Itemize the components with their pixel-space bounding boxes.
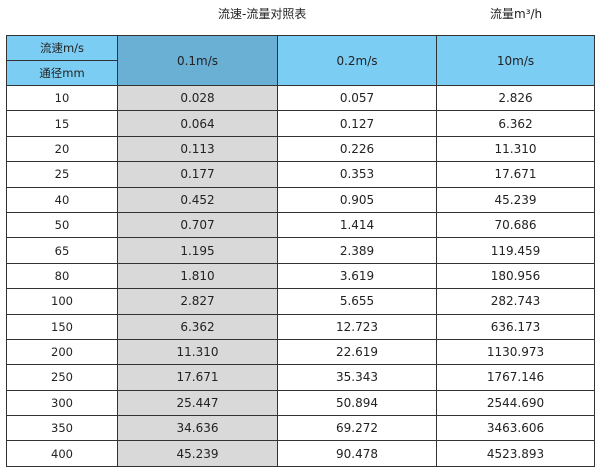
table-row: 65 1.195 2.389 119.459 — [6, 237, 595, 264]
table-row: 10 0.028 0.057 2.826 — [6, 84, 595, 112]
table-row: 20 0.113 0.226 11.310 — [6, 135, 595, 163]
flow-value-cell: 6.362 — [117, 313, 278, 340]
flow-value-cell: 25.447 — [117, 389, 278, 417]
flow-value-cell: 22.619 — [277, 338, 437, 366]
diameter-cell: 300 — [6, 389, 118, 417]
table-row: 50 0.707 1.414 70.686 — [6, 211, 595, 239]
diameter-cell: 15 — [6, 110, 118, 137]
column-header: 10m/s — [436, 35, 595, 86]
table-row: 15 0.064 0.127 6.362 — [6, 110, 595, 137]
flow-value-cell: 0.057 — [277, 84, 437, 112]
flow-value-cell: 1.810 — [117, 262, 278, 290]
diameter-cell: 100 — [6, 288, 118, 315]
flow-value-cell: 0.452 — [117, 186, 278, 213]
flow-value-cell: 12.723 — [277, 313, 437, 340]
flow-value-cell: 6.362 — [436, 110, 595, 137]
flow-value-cell: 1130.973 — [436, 338, 595, 366]
table-row: 300 25.447 50.894 2544.690 — [6, 389, 595, 417]
flow-value-cell: 90.478 — [277, 440, 437, 467]
flow-value-cell: 35.343 — [277, 364, 437, 391]
flow-value-cell: 45.239 — [436, 186, 595, 213]
diameter-cell: 40 — [6, 186, 118, 213]
flow-value-cell: 17.671 — [117, 364, 278, 391]
diameter-cell: 350 — [6, 415, 118, 442]
flow-value-cell: 2544.690 — [436, 389, 595, 417]
velocity-header: 流速m/s — [6, 35, 118, 61]
unit-label: 流量m³/h — [490, 7, 543, 21]
flow-value-cell: 0.707 — [117, 211, 278, 239]
diameter-cell: 400 — [6, 440, 118, 467]
flow-value-cell: 11.310 — [436, 135, 595, 163]
table-row: 80 1.810 3.619 180.956 — [6, 262, 595, 290]
header-row: 通径mm — [6, 60, 595, 86]
diameter-cell: 25 — [6, 161, 118, 188]
flow-value-cell: 3.619 — [277, 262, 437, 290]
column-header: 0.1m/s — [117, 35, 278, 86]
flow-table: 流速m/s 0.1m/s 0.2m/s 10m/s 通径mm 10 0.028 0.… — [6, 35, 595, 467]
diameter-cell: 150 — [6, 313, 118, 340]
diameter-cell: 65 — [6, 237, 118, 264]
header-row: 流速m/s 0.1m/s 0.2m/s 10m/s — [6, 35, 595, 86]
flow-value-cell: 50.894 — [277, 389, 437, 417]
flow-value-cell: 3463.606 — [436, 415, 595, 442]
diameter-cell: 50 — [6, 211, 118, 239]
flow-value-cell: 0.113 — [117, 135, 278, 163]
flow-value-cell: 636.173 — [436, 313, 595, 340]
flow-value-cell: 119.459 — [436, 237, 595, 264]
flow-value-cell: 2.827 — [117, 288, 278, 315]
flow-value-cell: 0.064 — [117, 110, 278, 137]
table-title: 流速-流量对照表 — [218, 7, 307, 21]
table-row: 150 6.362 12.723 636.173 — [6, 313, 595, 340]
flow-value-cell: 0.028 — [117, 84, 278, 112]
table-row: 100 2.827 5.655 282.743 — [6, 288, 595, 315]
diameter-cell: 10 — [6, 84, 118, 112]
flow-value-cell: 45.239 — [117, 440, 278, 467]
diameter-header: 通径mm — [6, 60, 118, 86]
flow-value-cell: 1767.146 — [436, 364, 595, 391]
table-row: 25 0.177 0.353 17.671 — [6, 161, 595, 188]
flow-value-cell: 2.389 — [277, 237, 437, 264]
flow-value-cell: 34.636 — [117, 415, 278, 442]
flow-value-cell: 180.956 — [436, 262, 595, 290]
flow-value-cell: 0.226 — [277, 135, 437, 163]
flow-value-cell: 0.177 — [117, 161, 278, 188]
table-row: 40 0.452 0.905 45.239 — [6, 186, 595, 213]
flow-value-cell: 69.272 — [277, 415, 437, 442]
column-header: 0.2m/s — [277, 35, 437, 86]
flow-value-cell: 5.655 — [277, 288, 437, 315]
table-row: 200 11.310 22.619 1130.973 — [6, 338, 595, 366]
diameter-cell: 250 — [6, 364, 118, 391]
flow-value-cell: 282.743 — [436, 288, 595, 315]
flow-value-cell: 0.127 — [277, 110, 437, 137]
flow-value-cell: 4523.893 — [436, 440, 595, 467]
table-row: 400 45.239 90.478 4523.893 — [6, 440, 595, 467]
flow-value-cell: 0.905 — [277, 186, 437, 213]
table-row: 250 17.671 35.343 1767.146 — [6, 364, 595, 391]
diameter-cell: 200 — [6, 338, 118, 366]
diameter-cell: 80 — [6, 262, 118, 290]
flow-value-cell: 0.353 — [277, 161, 437, 188]
flow-value-cell: 1.414 — [277, 211, 437, 239]
diameter-cell: 20 — [6, 135, 118, 163]
flow-value-cell: 70.686 — [436, 211, 595, 239]
flow-value-cell: 2.826 — [436, 84, 595, 112]
table-row: 350 34.636 69.272 3463.606 — [6, 415, 595, 442]
flow-value-cell: 1.195 — [117, 237, 278, 264]
flow-value-cell: 11.310 — [117, 338, 278, 366]
flow-value-cell: 17.671 — [436, 161, 595, 188]
